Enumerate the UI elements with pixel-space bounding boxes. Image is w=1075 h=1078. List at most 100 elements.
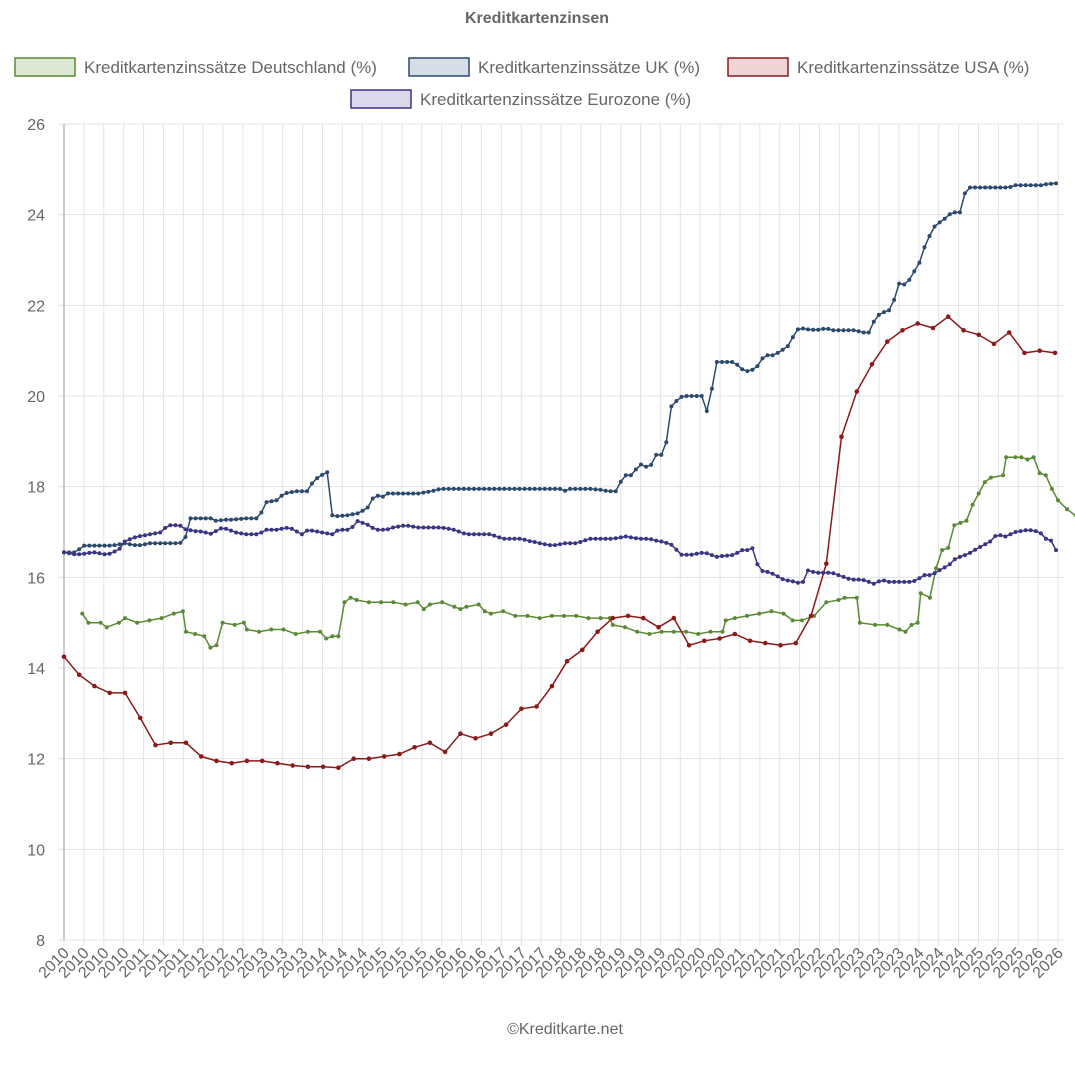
data-point[interactable] [902,579,907,584]
data-point[interactable] [702,638,707,644]
data-point[interactable] [1019,455,1024,460]
data-point[interactable] [180,609,185,614]
data-point[interactable] [458,731,463,736]
data-point[interactable] [755,364,760,369]
data-point[interactable] [854,595,859,600]
data-point[interactable] [952,523,957,528]
data-point[interactable] [92,550,97,555]
data-point[interactable] [696,632,701,636]
data-point[interactable] [699,394,704,398]
data-point[interactable] [961,328,966,333]
data-point[interactable] [1018,529,1023,534]
data-point[interactable] [1013,530,1018,534]
data-point[interactable] [760,356,765,361]
data-point[interactable] [421,525,426,530]
data-point[interactable] [664,440,669,445]
data-point[interactable] [689,552,694,557]
data-point[interactable] [330,513,335,518]
data-point[interactable] [92,543,97,548]
data-point[interactable] [694,394,699,398]
data-point[interactable] [811,569,816,574]
data-point[interactable] [824,600,829,605]
data-point[interactable] [573,486,578,491]
data-point[interactable] [97,551,102,556]
data-point[interactable] [831,571,836,576]
data-point[interactable] [305,528,309,533]
data-point[interactable] [547,543,552,548]
data-point[interactable] [816,570,821,575]
data-point[interactable] [1043,536,1048,541]
data-point[interactable] [1001,473,1006,478]
data-point[interactable] [345,527,350,532]
data-point[interactable] [98,620,103,625]
data-point[interactable] [259,758,265,764]
data-point[interactable] [780,347,785,352]
data-point[interactable] [628,473,633,478]
data-point[interactable] [1023,528,1028,533]
data-point[interactable] [473,736,478,741]
data-point[interactable] [305,764,311,770]
data-point[interactable] [821,570,826,575]
data-point[interactable] [745,369,750,374]
data-point[interactable] [87,550,92,555]
data-point[interactable] [887,579,891,584]
data-point[interactable] [385,527,390,532]
data-point[interactable] [564,658,570,664]
data-point[interactable] [275,760,280,766]
data-point[interactable] [998,533,1003,538]
data-point[interactable] [244,758,250,764]
data-point[interactable] [618,479,623,484]
data-point[interactable] [397,751,402,757]
data-point[interactable] [964,518,969,523]
data-point[interactable] [887,308,891,313]
data-point[interactable] [289,526,294,531]
data-point[interactable] [259,510,264,515]
data-point[interactable] [148,541,152,546]
data-point[interactable] [279,493,284,498]
data-point[interactable] [315,476,320,481]
data-point[interactable] [846,576,851,581]
data-point[interactable] [709,553,714,558]
data-point[interactable] [684,552,689,557]
data-point[interactable] [930,325,936,331]
data-point[interactable] [153,541,158,546]
data-point[interactable] [487,486,492,491]
data-point[interactable] [396,491,401,496]
data-point[interactable] [968,185,972,190]
data-point[interactable] [442,749,448,755]
data-point[interactable] [519,706,524,712]
data-point[interactable] [476,602,481,607]
data-point[interactable] [224,526,228,531]
data-point[interactable] [857,620,862,625]
data-point[interactable] [873,622,878,627]
data-point[interactable] [730,553,735,558]
data-point[interactable] [1037,348,1042,354]
data-point[interactable] [993,185,998,190]
data-point[interactable] [735,362,740,367]
data-point[interactable] [80,611,85,616]
data-point[interactable] [639,536,643,541]
data-point[interactable] [289,490,294,495]
data-point[interactable] [274,498,279,503]
data-point[interactable] [922,573,927,578]
data-point[interactable] [1043,473,1048,478]
data-point[interactable] [512,536,517,541]
data-point[interactable] [760,569,765,573]
data-point[interactable] [446,526,451,531]
data-point[interactable] [208,516,213,521]
data-point[interactable] [770,571,775,576]
data-point[interactable] [264,527,269,532]
data-point[interactable] [294,529,299,534]
data-point[interactable] [163,525,168,530]
data-point[interactable] [202,634,207,639]
data-point[interactable] [244,627,249,632]
data-point[interactable] [391,525,395,530]
data-point[interactable] [477,486,481,491]
data-point[interactable] [811,327,816,332]
data-point[interactable] [293,632,298,636]
data-point[interactable] [907,277,912,282]
data-point[interactable] [517,486,522,491]
data-point[interactable] [836,573,841,578]
data-point[interactable] [534,704,539,709]
data-point[interactable] [214,758,219,764]
